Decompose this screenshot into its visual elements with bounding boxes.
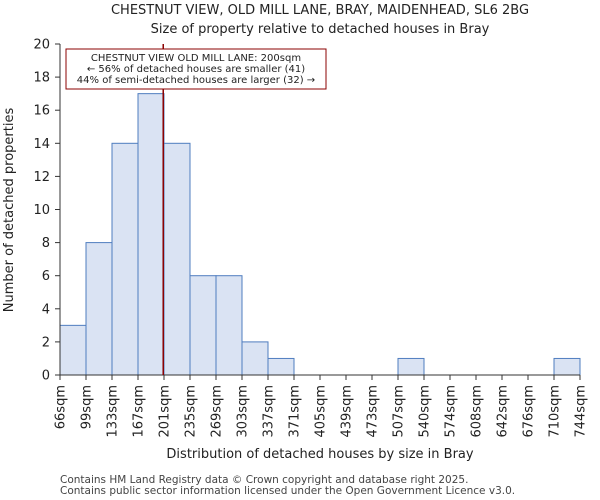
x-tick-label: 133sqm — [106, 385, 121, 438]
y-tick-label: 0 — [42, 369, 50, 384]
x-tick-label: 473sqm — [366, 385, 381, 438]
y-axis-ticks: 0 2 4 6 8 10 12 14 16 18 20 — [33, 38, 60, 384]
x-tick-label: 710sqm — [548, 385, 563, 438]
footer-line-2: Contains public sector information licen… — [60, 485, 515, 497]
y-tick-label: 20 — [33, 38, 50, 53]
annotation-line-3: 44% of semi-detached houses are larger (… — [77, 75, 315, 86]
x-tick-label: 201sqm — [158, 385, 173, 438]
x-tick-label: 574sqm — [444, 385, 459, 438]
x-tick-label: 608sqm — [470, 385, 485, 438]
y-tick-label: 10 — [33, 203, 50, 218]
annotation-line-2: ← 56% of detached houses are smaller (41… — [87, 64, 305, 75]
annotation-frame — [65, 48, 327, 90]
x-tick-label: 439sqm — [340, 385, 355, 438]
bar-133sqm — [111, 142, 139, 376]
x-tick-label: 405sqm — [314, 385, 329, 438]
x-tick-label: 540sqm — [418, 385, 433, 438]
x-axis-ticks: 66sqm 99sqm 133sqm 167sqm 201sqm 235sqm 269sqm… — [54, 375, 589, 438]
x-tick-label: 269sqm — [210, 385, 225, 438]
x-tick-label: 99sqm — [80, 385, 95, 429]
x-tick-label: 66sqm — [54, 385, 69, 429]
bar-235sqm — [189, 275, 217, 376]
bar-303sqm — [241, 341, 269, 376]
x-tick-label: 235sqm — [184, 385, 199, 438]
y-tick-label: 18 — [33, 71, 50, 86]
x-axis-label: Distribution of detached houses by size … — [166, 447, 473, 462]
x-tick-label: 337sqm — [262, 385, 277, 438]
chart-title: CHESTNUT VIEW, OLD MILL LANE, BRAY, MAID… — [111, 3, 529, 18]
bar-201sqm — [163, 142, 191, 376]
bars-group — [59, 93, 581, 376]
bar-99sqm — [85, 242, 113, 376]
y-tick-label: 8 — [42, 236, 50, 251]
y-tick-label: 16 — [33, 104, 50, 119]
x-tick-label: 303sqm — [236, 385, 251, 438]
chart-subtitle: Size of property relative to detached ho… — [151, 22, 490, 37]
y-tick-label: 2 — [42, 335, 50, 350]
x-tick-label: 676sqm — [522, 385, 537, 438]
bar-269sqm — [215, 275, 243, 376]
bar-66sqm — [59, 324, 87, 376]
y-tick-label: 12 — [33, 170, 50, 185]
footer-line-1: Contains HM Land Registry data © Crown c… — [60, 474, 468, 486]
annotation-line-1: CHESTNUT VIEW OLD MILL LANE: 200sqm — [91, 53, 301, 64]
bar-710sqm — [553, 357, 581, 376]
y-tick-label: 14 — [33, 137, 50, 152]
y-tick-label: 6 — [42, 269, 50, 284]
x-tick-label: 167sqm — [132, 385, 147, 438]
bar-337sqm — [267, 357, 295, 376]
y-axis-label: Number of detached properties — [2, 108, 17, 313]
x-tick-label: 744sqm — [574, 385, 589, 438]
x-tick-label: 642sqm — [496, 385, 511, 438]
x-tick-label: 507sqm — [392, 385, 407, 438]
bar-167sqm — [137, 93, 165, 376]
x-tick-label: 371sqm — [288, 385, 303, 438]
y-tick-label: 4 — [42, 302, 50, 317]
annotation-box: CHESTNUT VIEW OLD MILL LANE: 200sqm ← 56… — [65, 48, 327, 90]
bar-507sqm — [397, 357, 425, 376]
